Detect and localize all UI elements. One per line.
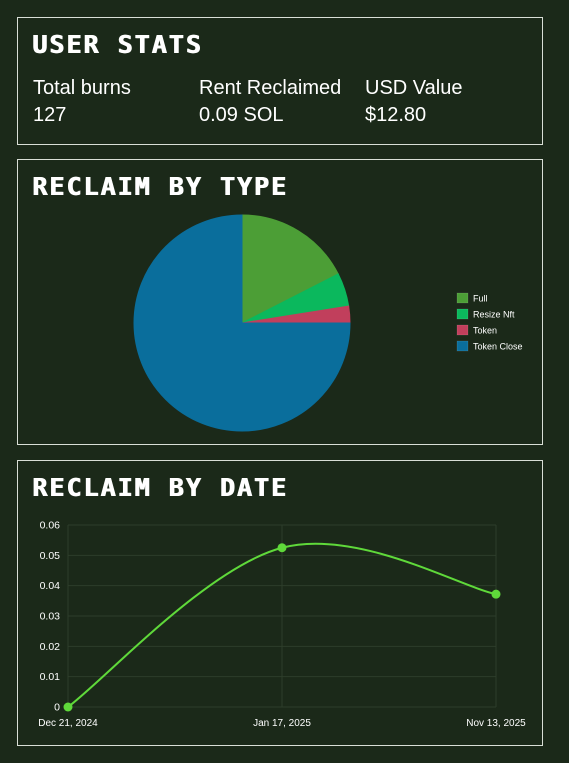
x-tick-label: Jan 17, 2025 bbox=[253, 718, 311, 729]
y-axis-ticks: 0 0.01 0.02 0.03 0.04 0.05 0.06 bbox=[40, 520, 61, 714]
reclaim-by-date-panel: RECLAIM BY DATE 0 0.01 0.02 0.03 0.04 0.05 0.0… bbox=[17, 460, 543, 746]
legend-swatch bbox=[456, 324, 469, 336]
x-tick-label: Dec 21, 2024 bbox=[38, 718, 98, 729]
y-tick-label: 0.04 bbox=[40, 580, 61, 592]
legend-label: Full bbox=[473, 294, 488, 304]
legend-label: Token Close bbox=[473, 342, 523, 352]
data-point[interactable] bbox=[277, 543, 287, 553]
line-grid bbox=[67, 524, 497, 708]
y-tick-label: 0.01 bbox=[40, 671, 61, 683]
line-chart: 0 0.01 0.02 0.03 0.04 0.05 0.06 Dec 21, 2024 Ja… bbox=[38, 520, 526, 730]
stat-value: 0.09 SOL bbox=[199, 104, 284, 126]
stat-label: Rent Reclaimed bbox=[199, 77, 342, 99]
stat-total-burns: Total burns 127 bbox=[33, 76, 131, 127]
pie-slices bbox=[133, 214, 351, 432]
y-tick-label: 0.02 bbox=[40, 641, 61, 653]
y-tick-label: 0 bbox=[54, 702, 60, 714]
data-point[interactable] bbox=[63, 702, 73, 712]
pie-slice-token-close[interactable] bbox=[133, 214, 351, 432]
stat-label: USD Value bbox=[365, 77, 463, 99]
legend-swatch bbox=[456, 292, 469, 304]
stat-usd-value: USD Value $12.80 bbox=[365, 76, 462, 127]
legend-label: Resize Nft bbox=[473, 310, 515, 320]
stat-value: 127 bbox=[33, 104, 67, 126]
reclaim-by-type-title: RECLAIM BY TYPE bbox=[32, 172, 288, 201]
pie-legend: Full Resize Nft Token Token Close bbox=[456, 292, 523, 352]
stat-value: $12.80 bbox=[365, 104, 427, 126]
y-tick-label: 0.05 bbox=[40, 550, 61, 562]
y-tick-label: 0.03 bbox=[40, 611, 61, 623]
x-axis-ticks: Dec 21, 2024 Jan 17, 2025 Nov 13, 2025 bbox=[38, 718, 526, 729]
legend-label: Token bbox=[473, 326, 497, 336]
reclaim-by-type-panel: RECLAIM BY TYPE Full Resize Nft Token Token… bbox=[17, 159, 543, 445]
pie-slice-full[interactable] bbox=[241, 214, 339, 324]
reclaim-by-date-title: RECLAIM BY DATE bbox=[32, 473, 288, 502]
legend-swatch bbox=[456, 308, 469, 320]
stat-label: Total burns bbox=[33, 77, 131, 99]
pie-chart: Full Resize Nft Token Token Close bbox=[133, 214, 523, 432]
line-series bbox=[63, 542, 501, 712]
stat-rent-reclaimed: Rent Reclaimed 0.09 SOL bbox=[199, 76, 341, 127]
legend-swatch bbox=[456, 340, 469, 352]
data-point[interactable] bbox=[491, 589, 501, 599]
x-tick-label: Nov 13, 2025 bbox=[466, 718, 526, 729]
user-stats-panel: USER STATS Total burns 127 Rent Reclaime… bbox=[17, 17, 543, 145]
y-tick-label: 0.06 bbox=[40, 520, 61, 532]
user-stats-title: USER STATS bbox=[32, 30, 203, 59]
